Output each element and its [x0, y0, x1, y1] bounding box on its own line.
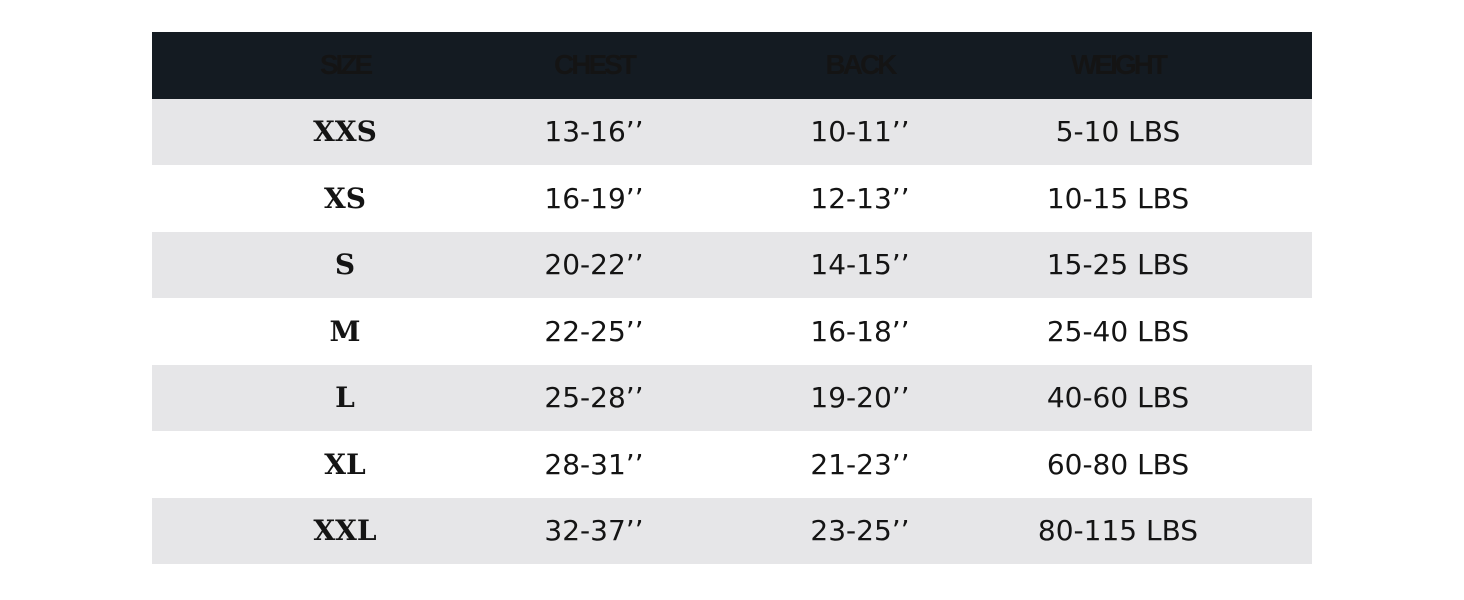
- table-row: XS 16-19’’ 12-13’’ 10-15 LBS: [152, 165, 1312, 232]
- value-cell: 25-28’’: [544, 381, 644, 415]
- value-cell: 60-80 LBS: [1046, 447, 1190, 481]
- header-cell: SIZE: [319, 49, 373, 81]
- value-cell: 13-16’’: [544, 115, 644, 149]
- size-cell: M: [329, 314, 361, 348]
- size-table: SIZE CHEST BACK WEIGHT XXS 13-16’’ 10-11’’ 5-10…: [152, 32, 1312, 564]
- value-cell: 5-10 LBS: [1055, 115, 1181, 149]
- value-cell: 25-40 LBS: [1046, 314, 1190, 348]
- size-cell: XS: [324, 181, 366, 215]
- value-cell: 14-15’’: [810, 248, 910, 282]
- value-cell: 40-60 LBS: [1046, 381, 1190, 415]
- value-cell: 16-19’’: [544, 181, 644, 215]
- size-cell: XXS: [313, 115, 377, 149]
- value-cell: 22-25’’: [544, 314, 644, 348]
- value-cell: 10-15 LBS: [1046, 181, 1190, 215]
- value-cell: 80-115 LBS: [1037, 514, 1199, 548]
- size-cell: L: [335, 381, 355, 415]
- value-cell: 19-20’’: [810, 381, 910, 415]
- value-cell: 32-37’’: [544, 514, 644, 548]
- table-row: XL 28-31’’ 21-23’’ 60-80 LBS: [152, 431, 1312, 498]
- value-cell: 10-11’’: [810, 115, 910, 149]
- table-row: XXL 32-37’’ 23-25’’ 80-115 LBS: [152, 497, 1312, 564]
- value-cell: 16-18’’: [810, 314, 910, 348]
- value-cell: 20-22’’: [544, 248, 644, 282]
- value-cell: 23-25’’: [810, 514, 910, 548]
- value-cell: 21-23’’: [810, 447, 910, 481]
- table-row: L 25-28’’ 19-20’’ 40-60 LBS: [152, 364, 1312, 431]
- header-cell: WEIGHT: [1071, 49, 1168, 81]
- value-cell: 12-13’’: [810, 181, 910, 215]
- size-cell: S: [334, 248, 356, 282]
- size-cell: XXL: [313, 514, 377, 548]
- header-cell: BACK: [825, 49, 898, 81]
- header-cell: CHEST: [554, 49, 637, 81]
- value-cell: 28-31’’: [544, 447, 644, 481]
- table-row: M 22-25’’ 16-18’’ 25-40 LBS: [152, 298, 1312, 365]
- table-row: S 20-22’’ 14-15’’ 15-25 LBS: [152, 231, 1312, 298]
- size-cell: XL: [324, 447, 366, 481]
- table-row: XXS 13-16’’ 10-11’’ 5-10 LBS: [152, 98, 1312, 165]
- value-cell: 15-25 LBS: [1046, 248, 1190, 282]
- header-row: SIZE CHEST BACK WEIGHT: [152, 32, 1312, 99]
